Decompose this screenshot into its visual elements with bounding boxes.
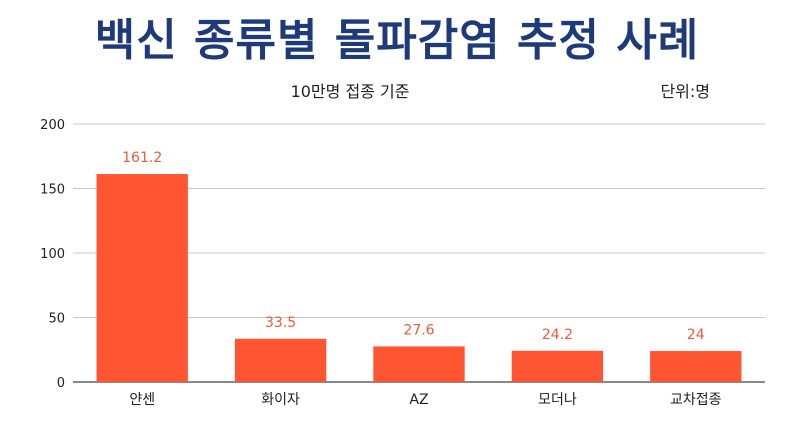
x-category-label: 얀센 [129,392,155,408]
y-tick-label: 100 [40,247,65,262]
x-category-label: 화이자 [261,392,300,408]
y-tick-label: 50 [48,312,65,327]
x-category-label: 교차접종 [670,392,722,408]
bar [373,346,465,382]
bar [511,350,604,382]
unit-label: 단위:명 [660,82,710,101]
chart-title: 백신 종류별 돌파감염 추정 사례 [94,15,700,66]
data-label: 24.2 [542,327,573,343]
data-label: 27.6 [403,322,434,338]
data-label: 24 [687,327,705,343]
y-tick-label: 0 [57,376,65,391]
gridlines [73,123,765,383]
bars [96,174,742,382]
x-category-label: 모더나 [538,392,577,408]
y-tick-label: 200 [40,118,65,133]
bar [234,338,327,382]
x-category-label: AZ [409,392,428,408]
chart-subtitle: 10만명 접종 기준 [290,82,410,101]
y-axis-ticks: 0 50 100 150 200 [40,118,65,391]
data-labels: 161.2 33.5 27.6 24.2 24 [122,150,705,343]
data-label: 161.2 [122,150,162,166]
y-tick-label: 150 [40,183,65,198]
bar [96,174,188,382]
x-axis-categories: 얀센 화이자 AZ 모더나 교차접종 [129,392,721,408]
bar [650,351,742,382]
data-label: 33.5 [265,315,296,331]
